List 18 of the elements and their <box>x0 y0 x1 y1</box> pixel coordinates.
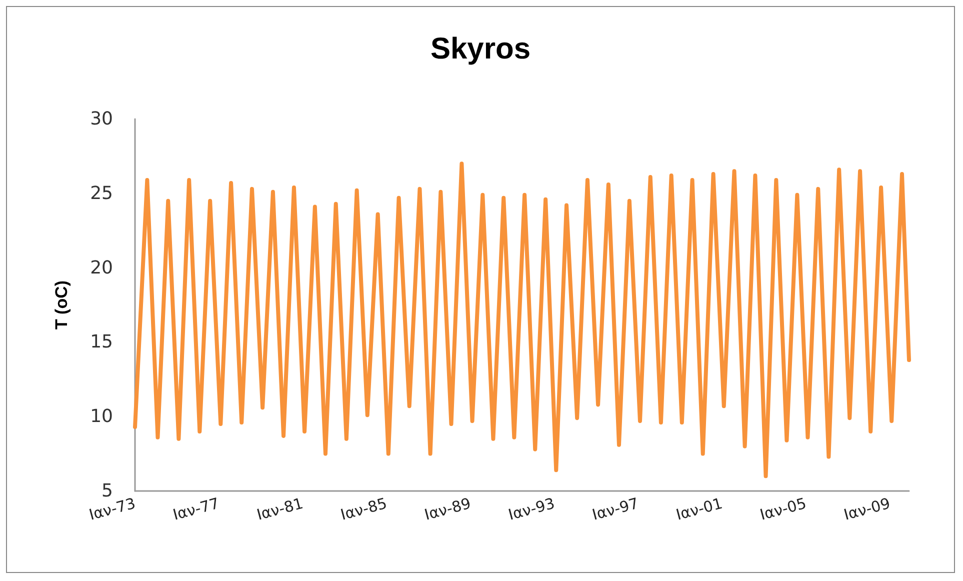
x-tick-label: Ιαν-85 <box>338 494 389 524</box>
chart-title: Skyros <box>430 32 531 66</box>
y-tick-label: 5 <box>102 480 113 502</box>
x-tick-label: Ιαν-97 <box>590 494 641 524</box>
y-tick-label: 25 <box>90 182 113 204</box>
x-tick-label: Ιαν-09 <box>842 494 892 524</box>
y-tick-label: 10 <box>90 406 113 428</box>
x-tick-label: Ιαν-81 <box>254 494 306 524</box>
y-tick-label: 20 <box>90 257 113 278</box>
x-tick-label: Ιαν-01 <box>674 494 724 524</box>
x-tick-label: Ιαν-89 <box>422 494 473 524</box>
x-tick-label: Ιαν-05 <box>758 494 808 524</box>
y-tick-label: 30 <box>90 108 113 130</box>
line-series <box>133 162 911 478</box>
y-axis-title: T (oC) <box>52 280 71 330</box>
y-tick-label: 15 <box>90 332 113 353</box>
x-tick-label: Ιαν-93 <box>506 494 557 524</box>
x-tick-label: Ιαν-77 <box>170 494 222 524</box>
